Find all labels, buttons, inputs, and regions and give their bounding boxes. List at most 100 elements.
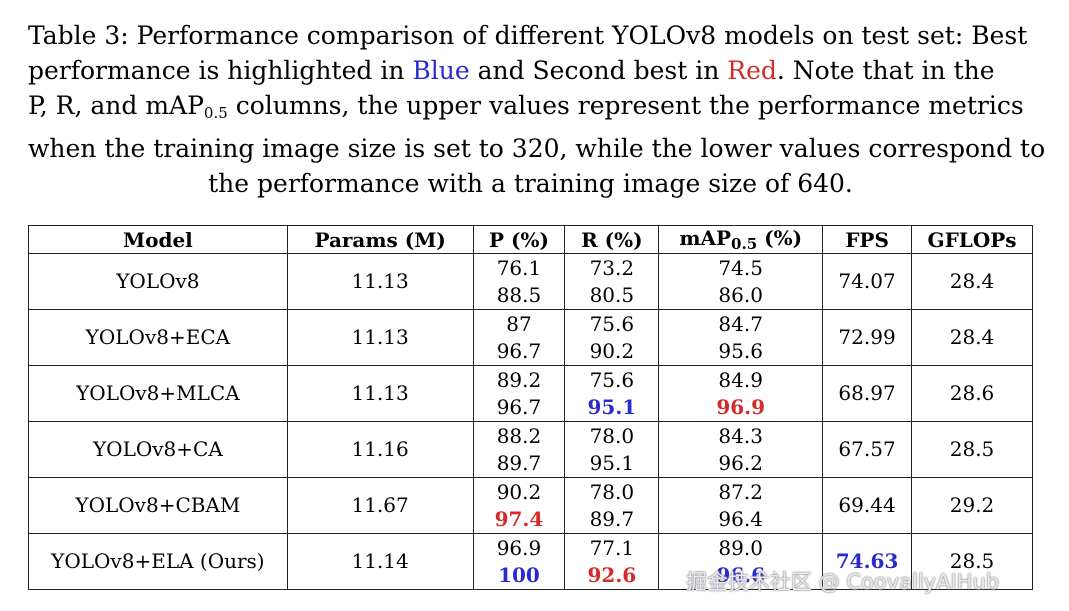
header-map: mAP0.5 (%) [658, 225, 824, 254]
table-row: YOLOv8+ELA (Ours) 11.14 96.9 100 77.1 92.6… [28, 533, 1033, 590]
value-320: 90.2 [496, 479, 542, 504]
cell-fps: 69.44 [822, 477, 913, 534]
subscript: 0.5 [203, 104, 228, 122]
cell-params: 11.13 [286, 365, 474, 422]
blue-keyword: Blue [412, 56, 470, 85]
header-fps: FPS [822, 225, 913, 254]
cell-fps: 72.99 [822, 309, 913, 366]
table-row: YOLOv8+CBAM 11.67 90.2 97.4 78.0 89.7 87.2… [28, 477, 1033, 534]
value-320: 74.5 [718, 255, 763, 280]
caption-text-part: columns, the upper values represent the … [227, 91, 1024, 120]
header-map-text: mAP [679, 226, 732, 250]
header-params: Params (M) [286, 225, 474, 254]
caption-text: Table 3: Performance comparison of diffe… [28, 21, 1028, 50]
cell-gflops: 28.4 [911, 253, 1033, 310]
value-640: 96.2 [718, 450, 763, 475]
value-320: 87 [506, 311, 532, 336]
value-320: 77.1 [589, 535, 635, 560]
caption-line-3: P, R, and mAP0.5 columns, the upper valu… [28, 88, 1033, 131]
caption-text-part: and Second best in [477, 56, 720, 85]
cell-map: 84.3 96.2 [658, 421, 824, 478]
header-p: P (%) [472, 225, 566, 254]
cell-params: 11.67 [286, 477, 474, 534]
value-640-second: 97.4 [494, 506, 544, 531]
cell-map: 84.9 96.9 [658, 365, 824, 422]
value-320: 84.3 [718, 423, 763, 448]
table-row: YOLOv8+ECA 11.13 87 96.7 75.6 90.2 84.7 95.… [28, 309, 1033, 366]
value-320: 73.2 [589, 255, 635, 280]
value-320: 88.2 [496, 423, 542, 448]
cell-model: YOLOv8+MLCA [28, 365, 288, 422]
value-640: 96.7 [496, 338, 542, 363]
cell-p: 76.1 88.5 [472, 253, 566, 310]
cell-p: 90.2 97.4 [472, 477, 566, 534]
table-row: YOLOv8 11.13 76.1 88.5 73.2 80.5 74.5 86.0 … [28, 253, 1033, 310]
cell-params: 11.16 [286, 421, 474, 478]
table-caption: Table 3: Performance comparison of diffe… [28, 18, 1046, 201]
value-640-second: 96.9 [716, 394, 766, 419]
caption-line-4: when the training image size is set to 3… [28, 134, 1046, 163]
cell-map: 84.7 95.6 [658, 309, 824, 366]
value-640: 90.2 [589, 338, 635, 363]
cell-r: 78.0 95.1 [564, 421, 660, 478]
value-320: 87.2 [718, 479, 763, 504]
value-640: 89.7 [589, 506, 635, 531]
value-640: 96.7 [496, 394, 542, 419]
cell-r: 75.6 95.1 [564, 365, 660, 422]
cell-gflops: 28.6 [911, 365, 1033, 422]
cell-fps: 74.07 [822, 253, 913, 310]
header-map-unit: (%) [757, 226, 803, 250]
results-table: Model Params (M) P (%) R (%) mAP0.5 (%) … [28, 225, 1033, 590]
cell-r: 75.6 90.2 [564, 309, 660, 366]
value-320: 78.0 [589, 479, 635, 504]
value-640-best: 95.1 [587, 394, 637, 419]
value-320: 89.2 [496, 367, 542, 392]
cell-p: 96.9 100 [472, 533, 566, 590]
cell-gflops: 28.5 [911, 533, 1033, 590]
value-320: 75.6 [589, 311, 635, 336]
header-r: R (%) [564, 225, 660, 254]
value-320: 76.1 [496, 255, 542, 280]
red-keyword: Red [727, 56, 777, 85]
value-640: 96.4 [718, 506, 763, 531]
cell-fps: 68.97 [822, 365, 913, 422]
watermark: 掘金技术社区 @ CoovallyAIHub [686, 570, 1000, 594]
cell-p: 88.2 89.7 [472, 421, 566, 478]
header-model: Model [28, 225, 288, 254]
cell-map: 74.5 86.0 [658, 253, 824, 310]
cell-model: YOLOv8+CBAM [28, 477, 288, 534]
cell-params: 11.13 [286, 309, 474, 366]
caption-text-part: P, R, and mAP [28, 91, 204, 120]
cell-gflops: 28.5 [911, 421, 1033, 478]
cell-map: 89.0 96.6 [658, 533, 824, 590]
caption-line-1: Table 3: Performance comparison of diffe… [28, 18, 1033, 53]
table-row: YOLOv8+MLCA 11.13 89.2 96.7 75.6 95.1 84.9… [28, 365, 1033, 422]
value-640-best: 96.6 [716, 562, 766, 587]
value-640: 88.5 [496, 282, 542, 307]
value-640: 95.1 [589, 450, 635, 475]
cell-model: YOLOv8+ELA (Ours) [28, 533, 288, 590]
cell-params: 11.14 [286, 533, 474, 590]
value-320: 78.0 [589, 423, 635, 448]
caption-line-2: performance is highlighted in Blue and S… [28, 53, 1033, 88]
value-640: 86.0 [718, 282, 763, 307]
cell-gflops: 29.2 [911, 477, 1033, 534]
cell-fps: 67.57 [822, 421, 913, 478]
value-640-best: 100 [498, 562, 540, 587]
cell-params: 11.13 [286, 253, 474, 310]
value-320: 89.0 [718, 535, 763, 560]
cell-p: 87 96.7 [472, 309, 566, 366]
cell-r: 77.1 92.6 [564, 533, 660, 590]
value-320: 84.9 [718, 367, 763, 392]
value-640: 89.7 [496, 450, 542, 475]
cell-r: 78.0 89.7 [564, 477, 660, 534]
cell-model: YOLOv8 [28, 253, 288, 310]
cell-r: 73.2 80.5 [564, 253, 660, 310]
subscript: 0.5 [731, 235, 758, 253]
cell-model: YOLOv8+CA [28, 421, 288, 478]
caption-text-part: . Note that in the [776, 56, 995, 85]
caption-text: performance is highlighted in Blue and S… [28, 53, 995, 88]
cell-fps-best: 74.63 [822, 533, 913, 590]
value-640: 95.6 [718, 338, 763, 363]
cell-gflops: 28.4 [911, 309, 1033, 366]
